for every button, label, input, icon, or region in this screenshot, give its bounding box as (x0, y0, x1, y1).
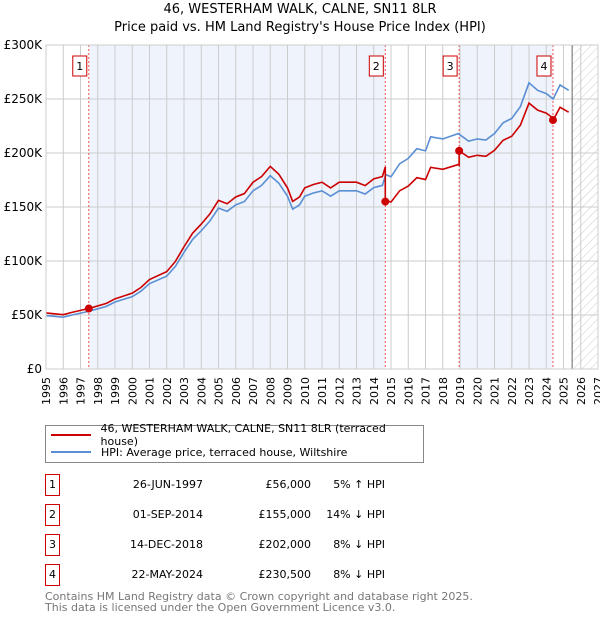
sale-label-box (536, 55, 552, 77)
transaction-date: 01-SEP-2014 (132, 508, 203, 521)
sale-label-box (368, 55, 384, 77)
transaction-number: 3 (45, 534, 60, 556)
sale-point (84, 304, 93, 313)
legend-hpi-swatch (51, 451, 91, 453)
x-tick-label: 2002 (161, 377, 174, 405)
y-tick-label: £0 (27, 362, 42, 376)
x-tick-label: 2013 (351, 377, 364, 405)
x-tick-label: 2017 (420, 377, 433, 405)
sale-point (548, 116, 557, 125)
property-series-line (45, 101, 570, 316)
x-tick-label: 2022 (506, 377, 519, 405)
price-chart: 1995 1996 1997 1998 1999 2000 2001 2002 2003 2004… (4, 38, 600, 405)
y-tick-label: £300K (4, 38, 44, 52)
transaction-price: £155,000 (258, 508, 312, 521)
x-tick-label: 2018 (437, 377, 450, 405)
transaction-hpi-diff: 8% ↓ HPI (333, 568, 385, 581)
x-tick-label: 1998 (92, 377, 105, 405)
sale-label: 1 (76, 60, 83, 73)
x-tick-label: 2011 (316, 377, 329, 405)
x-tick-label: 2004 (195, 377, 208, 405)
chart-title: 46, WESTERHAM WALK, CALNE, SN11 8LR (163, 2, 437, 17)
transaction-number: 4 (45, 564, 60, 586)
x-tick-label: 1999 (109, 377, 122, 405)
x-tick-label: 2007 (247, 377, 260, 405)
x-tick-label: 2021 (489, 377, 502, 405)
x-tick-label: 2012 (333, 377, 346, 405)
transaction-hpi-diff: 14% ↓ HPI (326, 508, 385, 521)
sale-label-box (442, 55, 458, 77)
y-tick-label: £200K (4, 146, 44, 160)
transaction-price: £230,500 (258, 568, 312, 581)
x-tick-label: 1996 (57, 377, 70, 405)
legend-property-swatch (51, 434, 91, 436)
transaction-date: 14-DEC-2018 (129, 538, 203, 551)
x-tick-label: 2026 (575, 377, 588, 405)
plot-frame (45, 44, 599, 370)
x-tick-label: 2006 (230, 377, 243, 405)
legend: 46, WESTERHAM WALK, CALNE, SN11 8LR (ter… (45, 422, 424, 463)
transaction-date: 22-MAY-2024 (131, 568, 203, 581)
transaction-row: 4 22-MAY-2024 £230,500 8% ↓ HPI (45, 564, 385, 586)
sale-label: 3 (447, 60, 454, 73)
x-tick-label: 2009 (282, 377, 295, 405)
transaction-price: £202,000 (258, 538, 312, 551)
transaction-number: 1 (45, 474, 60, 496)
x-tick-label: 2016 (402, 377, 415, 405)
x-tick-label: 2000 (126, 377, 139, 405)
transaction-number: 2 (45, 504, 60, 526)
x-tick-label: 2020 (471, 377, 484, 405)
x-tick-label: 2023 (523, 377, 536, 405)
x-tick-label: 2019 (454, 377, 467, 405)
sale-label: 4 (540, 60, 547, 73)
transaction-date: 26-JUN-1997 (132, 478, 203, 491)
sale-point (381, 197, 390, 206)
x-tick-label: 2005 (213, 377, 226, 405)
y-tick-label: £100K (4, 254, 44, 268)
footer-licence: This data is licensed under the Open Gov… (45, 601, 396, 614)
footer-copyright: Contains HM Land Registry data © Crown c… (45, 590, 473, 603)
chart-subtitle: Price paid vs. HM Land Registry's House … (114, 20, 486, 35)
x-tick-label: 1997 (75, 377, 88, 405)
x-tick-label: 2027 (592, 377, 600, 405)
x-tick-label: 2015 (385, 377, 398, 405)
x-tick-label: 2001 (144, 377, 157, 405)
x-tick-label: 2024 (540, 377, 553, 405)
x-tick-label: 2025 (558, 377, 571, 405)
sale-point (455, 146, 464, 155)
x-tick-label: 2010 (299, 377, 312, 405)
transaction-row: 3 14-DEC-2018 £202,000 8% ↓ HPI (45, 534, 385, 556)
y-tick-label: £150K (4, 200, 44, 214)
x-tick-label: 2003 (178, 377, 191, 405)
transaction-row: 2 01-SEP-2014 £155,000 14% ↓ HPI (45, 504, 385, 526)
legend-hpi-label: HPI: Average price, terraced house, Wilt… (101, 445, 348, 459)
x-tick-label: 2014 (368, 377, 381, 405)
hpi-series-line (45, 81, 570, 318)
x-tick-label: 1995 (40, 377, 53, 405)
y-tick-label: £250K (4, 92, 44, 106)
sale-label-box (72, 55, 88, 77)
legend-property-label: 46, WESTERHAM WALK, CALNE, SN11 8LR (ter… (100, 422, 386, 448)
sale-label: 2 (373, 60, 380, 73)
x-tick-label: 2008 (264, 377, 277, 405)
transaction-hpi-diff: 5% ↑ HPI (333, 478, 385, 491)
transaction-row: 1 26-JUN-1997 £56,000 5% ↑ HPI (45, 474, 385, 496)
transaction-price: £56,000 (265, 478, 312, 491)
y-tick-label: £50K (11, 308, 43, 322)
transaction-hpi-diff: 8% ↓ HPI (333, 538, 385, 551)
